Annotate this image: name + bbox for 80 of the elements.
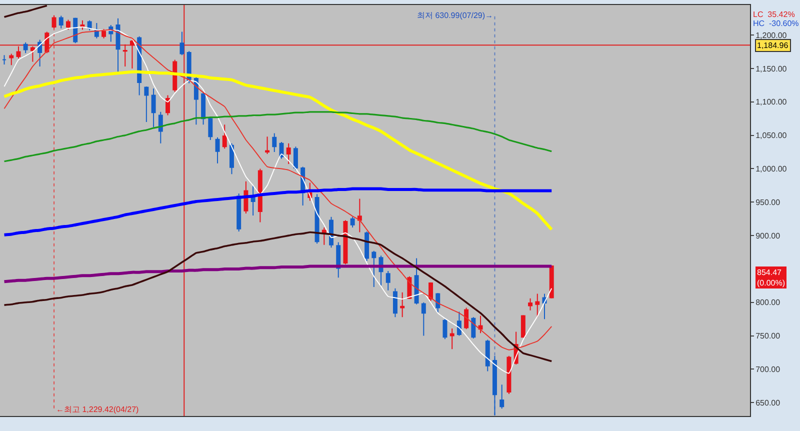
candlestick (535, 293, 540, 318)
candlestick (23, 42, 28, 54)
candlestick (372, 250, 376, 288)
y-tick-label: 1,100.00 (756, 98, 788, 107)
annotation: ←최고 1,229.42(04/27) (56, 405, 140, 414)
candlestick (421, 302, 426, 336)
candlestick (478, 315, 483, 334)
candlestick (222, 124, 227, 150)
y-tick-label: 1,050.00 (756, 131, 788, 140)
line-series (3, 111, 552, 162)
candlestick (180, 31, 184, 56)
line-series (3, 5, 48, 18)
candlestick (492, 355, 497, 416)
candlestick (73, 17, 78, 44)
annotation: 최저 630.99(07/29)→ (417, 11, 494, 20)
candlestick (87, 20, 92, 31)
candlestick (428, 282, 434, 302)
candlestick (229, 142, 234, 175)
candlestick (58, 15, 64, 29)
candlestick (236, 192, 242, 232)
candlestick (464, 307, 469, 330)
candlestick (272, 132, 277, 153)
candlestick (2, 54, 7, 65)
candlestick (116, 18, 120, 72)
candlestick (166, 94, 170, 116)
y-tick-label: 1,150.00 (756, 64, 788, 74)
y-tick-label: 1,200.00 (756, 30, 788, 40)
candlestick (350, 216, 355, 228)
candlestick (66, 19, 70, 30)
candlestick (364, 231, 370, 262)
y-tick-label: 950.00 (756, 198, 781, 207)
candlestick (201, 91, 206, 126)
candlestick (144, 86, 149, 122)
ref-line-label: 1,184.96 (757, 41, 789, 50)
candlestick (343, 220, 348, 265)
candlestick (442, 318, 448, 340)
y-tick-label: 900.00 (756, 231, 781, 240)
y-tick-label: 650.00 (756, 398, 781, 408)
candlestick (506, 355, 512, 394)
line-series (2, 70, 554, 232)
candlestick (456, 311, 462, 336)
candlestick (520, 314, 526, 338)
candlestick (265, 136, 270, 155)
candlestick (80, 20, 85, 30)
candlestick (314, 194, 320, 244)
candlestick (258, 168, 262, 223)
y-tick-label: 700.00 (756, 365, 781, 374)
y-tick-label: 1,000.00 (756, 164, 788, 174)
text: HC -30.60% (753, 19, 799, 28)
candlestick (450, 328, 454, 350)
y-tick-label: 750.00 (756, 332, 781, 341)
candlestick (9, 53, 14, 66)
candlestick (471, 316, 476, 339)
candlestick (400, 292, 405, 318)
candlestick (414, 258, 419, 305)
candlestick (151, 88, 156, 128)
candlestick (500, 384, 504, 410)
candlestick (208, 116, 213, 140)
candlestick (102, 28, 106, 39)
line-series (2, 264, 554, 284)
candlestick (549, 265, 554, 299)
candlestick (215, 136, 220, 164)
candlestick (250, 184, 256, 216)
candlestick (436, 292, 440, 313)
candlestick (392, 288, 398, 318)
candlestick (485, 339, 490, 372)
line-series (2, 187, 554, 236)
candlestick (357, 198, 362, 233)
candlestick (386, 270, 390, 291)
line-series (3, 231, 553, 362)
candlestick (194, 74, 198, 126)
text: 854.47 (0.00%) (757, 268, 786, 288)
candlestick (158, 111, 163, 144)
y-tick-label: 800.00 (756, 298, 781, 308)
candlestick (293, 146, 298, 171)
text: LC 35.42% (753, 10, 795, 19)
candlestick (322, 227, 326, 246)
candlestick (528, 298, 533, 311)
candlestick (286, 142, 291, 165)
candlestick (52, 14, 56, 29)
